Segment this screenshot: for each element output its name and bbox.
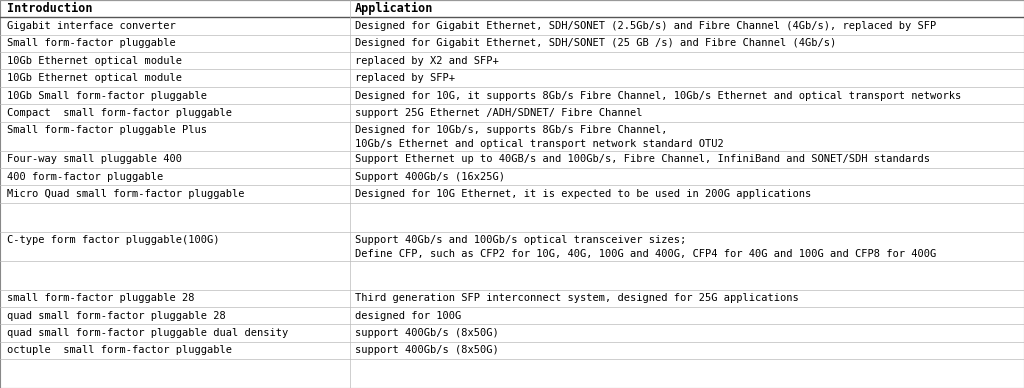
Text: quad small form-factor pluggable dual density: quad small form-factor pluggable dual de… <box>7 328 288 338</box>
Text: replaced by SFP+: replaced by SFP+ <box>355 73 455 83</box>
Text: support 25G Ethernet /ADH/SDNET/ Fibre Channel: support 25G Ethernet /ADH/SDNET/ Fibre C… <box>355 108 642 118</box>
Text: support 400Gb/s (8x50G): support 400Gb/s (8x50G) <box>355 328 499 338</box>
Text: 400 form-factor pluggable: 400 form-factor pluggable <box>7 171 163 182</box>
Text: C-type form factor pluggable(100G): C-type form factor pluggable(100G) <box>7 234 219 244</box>
Text: Third generation SFP interconnect system, designed for 25G applications: Third generation SFP interconnect system… <box>355 293 799 303</box>
Text: 10Gb Ethernet optical module: 10Gb Ethernet optical module <box>7 73 182 83</box>
Text: Gigabit interface converter: Gigabit interface converter <box>7 21 176 31</box>
Text: support 400Gb/s (8x50G): support 400Gb/s (8x50G) <box>355 345 499 355</box>
Text: 10Gb Small form-factor pluggable: 10Gb Small form-factor pluggable <box>7 90 207 100</box>
Text: replaced by X2 and SFP+: replaced by X2 and SFP+ <box>355 56 499 66</box>
Text: designed for 100G: designed for 100G <box>355 311 461 320</box>
Text: Designed for 10G, it supports 8Gb/s Fibre Channel, 10Gb/s Ethernet and optical t: Designed for 10G, it supports 8Gb/s Fibr… <box>355 90 962 100</box>
Text: Four-way small pluggable 400: Four-way small pluggable 400 <box>7 154 182 164</box>
Text: Designed for Gigabit Ethernet, SDH/SONET (25 GB /s) and Fibre Channel (4Gb/s): Designed for Gigabit Ethernet, SDH/SONET… <box>355 38 837 48</box>
Text: 10Gb Ethernet optical module: 10Gb Ethernet optical module <box>7 56 182 66</box>
Text: Support 400Gb/s (16x25G): Support 400Gb/s (16x25G) <box>355 171 505 182</box>
Text: small form-factor pluggable 28: small form-factor pluggable 28 <box>7 293 195 303</box>
Text: Small form-factor pluggable: Small form-factor pluggable <box>7 38 176 48</box>
Text: Support 40Gb/s and 100Gb/s optical transceiver sizes;
Define CFP, such as CFP2 f: Support 40Gb/s and 100Gb/s optical trans… <box>355 234 936 258</box>
Text: Compact  small form-factor pluggable: Compact small form-factor pluggable <box>7 108 232 118</box>
Text: Support Ethernet up to 40GB/s and 100Gb/s, Fibre Channel, InfiniBand and SONET/S: Support Ethernet up to 40GB/s and 100Gb/… <box>355 154 930 164</box>
Text: Application: Application <box>355 2 433 15</box>
Text: Designed for 10Gb/s, supports 8Gb/s Fibre Channel,
10Gb/s Ethernet and optical t: Designed for 10Gb/s, supports 8Gb/s Fibr… <box>355 125 724 149</box>
Text: Micro Quad small form-factor pluggable: Micro Quad small form-factor pluggable <box>7 189 245 199</box>
Text: Designed for 10G Ethernet, it is expected to be used in 200G applications: Designed for 10G Ethernet, it is expecte… <box>355 189 811 199</box>
Text: octuple  small form-factor pluggable: octuple small form-factor pluggable <box>7 345 232 355</box>
Text: Designed for Gigabit Ethernet, SDH/SONET (2.5Gb/s) and Fibre Channel (4Gb/s), re: Designed for Gigabit Ethernet, SDH/SONET… <box>355 21 936 31</box>
Text: quad small form-factor pluggable 28: quad small form-factor pluggable 28 <box>7 311 225 320</box>
Text: Introduction: Introduction <box>7 2 92 15</box>
Text: Small form-factor pluggable Plus: Small form-factor pluggable Plus <box>7 125 207 135</box>
